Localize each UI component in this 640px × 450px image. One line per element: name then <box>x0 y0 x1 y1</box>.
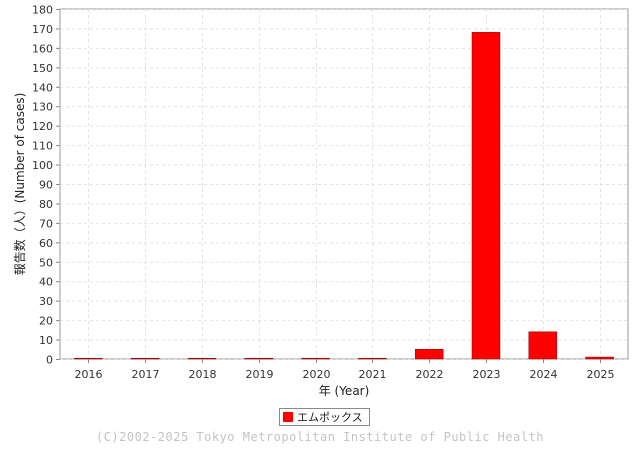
bar <box>130 357 160 360</box>
y-tick-label: 150 <box>32 62 53 75</box>
y-tick-label: 50 <box>39 256 53 269</box>
bar <box>244 357 274 360</box>
x-tick-label: 2022 <box>416 368 444 381</box>
legend-swatch <box>283 412 293 422</box>
y-tick-label: 160 <box>32 42 53 55</box>
y-axis-title: 報告数（人）(Number of cases) <box>12 93 27 276</box>
bar <box>471 32 501 360</box>
x-tick-label: 2020 <box>303 368 331 381</box>
x-tick-label: 2021 <box>359 368 387 381</box>
bar <box>414 349 444 360</box>
y-tick-label: 70 <box>39 217 53 230</box>
y-tick-label: 10 <box>39 334 53 347</box>
copyright-text: (C)2002-2025 Tokyo Metropolitan Institut… <box>95 430 545 444</box>
y-tick-label: 30 <box>39 295 53 308</box>
y-tick-label: 80 <box>39 198 53 211</box>
x-tick-label: 2024 <box>530 368 558 381</box>
x-tick-label: 2016 <box>75 368 103 381</box>
y-tick-label: 170 <box>32 23 53 36</box>
legend-label: エムポックス <box>297 411 363 424</box>
y-tick-label: 140 <box>32 81 53 94</box>
x-tick-label: 2018 <box>189 368 217 381</box>
y-tick-label: 120 <box>32 120 53 133</box>
y-tick-label: 180 <box>32 4 53 17</box>
x-tick-label: 2017 <box>132 368 160 381</box>
bar <box>187 357 217 360</box>
x-tick-label: 2019 <box>246 368 274 381</box>
bar <box>301 357 330 360</box>
bar <box>585 356 614 360</box>
y-tick-label: 20 <box>39 315 53 328</box>
y-tick-label: 100 <box>32 159 53 172</box>
x-tick-label: 2023 <box>473 368 501 381</box>
y-tick-label: 60 <box>39 237 53 250</box>
y-tick-label: 0 <box>46 354 53 367</box>
bar <box>358 357 387 360</box>
y-tick-label: 40 <box>39 276 53 289</box>
y-tick-label: 90 <box>39 179 53 192</box>
y-tick-label: 130 <box>32 101 53 114</box>
y-tick-label: 110 <box>32 140 53 153</box>
bar <box>74 357 103 360</box>
legend: エムポックス <box>279 408 370 426</box>
x-axis-title: 年 (Year) <box>319 384 370 398</box>
x-tick-label: 2025 <box>587 368 615 381</box>
bar <box>528 331 558 360</box>
